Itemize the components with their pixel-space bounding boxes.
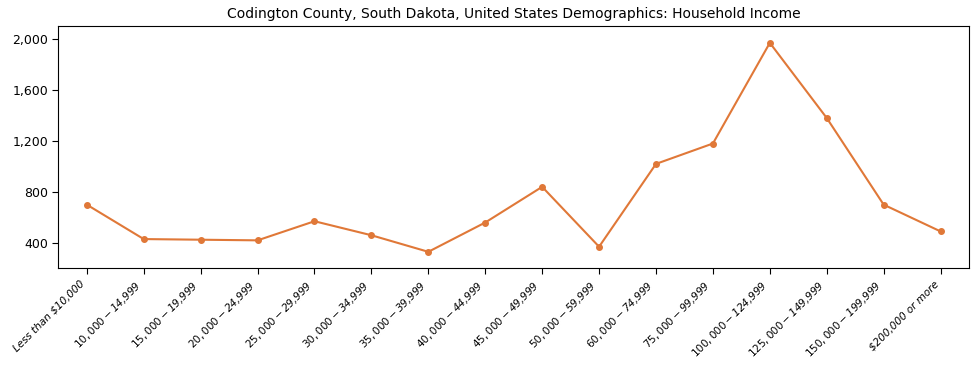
Title: Codington County, South Dakota, United States Demographics: Household Income: Codington County, South Dakota, United S… (226, 7, 800, 21)
